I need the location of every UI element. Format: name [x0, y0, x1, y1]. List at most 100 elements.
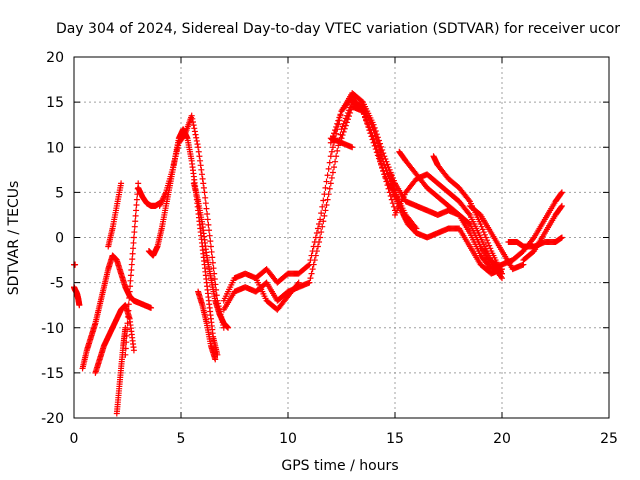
data-point: [325, 191, 332, 198]
data-point: [379, 146, 386, 153]
data-point: [481, 231, 488, 238]
data-point: [124, 313, 131, 320]
data-point: [482, 234, 489, 241]
x-tick-label: 0: [70, 431, 79, 447]
data-point: [530, 235, 537, 242]
data-point: [122, 351, 129, 358]
data-point: [369, 136, 376, 143]
data-point: [372, 128, 379, 135]
data-point: [320, 218, 327, 225]
data-point: [195, 144, 202, 151]
x-tick-label: 10: [279, 431, 297, 447]
data-point: [362, 114, 369, 121]
data-point: [294, 280, 301, 287]
data-point: [196, 153, 203, 160]
series-arc-3: [92, 302, 137, 376]
data-point: [159, 197, 166, 204]
data-point: [390, 203, 397, 210]
data-point: [485, 239, 492, 246]
data-point: [148, 304, 155, 311]
data-point: [326, 185, 333, 192]
data-point: [318, 210, 325, 217]
data-point: [132, 218, 139, 225]
data-point: [172, 153, 179, 160]
data-point: [198, 171, 205, 178]
data-point: [209, 254, 216, 261]
data-point: [378, 143, 385, 150]
y-tick-label: 15: [46, 95, 64, 111]
data-point: [206, 232, 213, 239]
data-point: [130, 347, 137, 354]
data-point: [156, 202, 163, 209]
data-point: [384, 161, 391, 168]
series-arc-25: [71, 261, 79, 268]
data-point: [201, 189, 208, 196]
data-point: [400, 212, 407, 219]
data-point: [194, 141, 201, 148]
series-arc-20: [396, 148, 505, 282]
data-point: [192, 131, 199, 138]
data-point: [320, 197, 327, 204]
data-point: [312, 252, 319, 259]
data-point: [127, 277, 134, 284]
data-point: [334, 120, 341, 127]
data-point: [189, 118, 196, 125]
data-point: [486, 242, 493, 249]
data-point: [172, 155, 179, 162]
data-point: [365, 123, 372, 130]
data-point: [370, 121, 377, 128]
data-point: [197, 157, 204, 164]
data-point: [323, 202, 330, 209]
data-point: [373, 131, 380, 138]
data-point: [190, 122, 197, 129]
data-point: [123, 339, 130, 346]
data-point: [131, 229, 138, 236]
data-point: [159, 196, 166, 203]
data-point: [380, 168, 387, 175]
data-point: [377, 158, 384, 165]
data-point: [313, 248, 320, 255]
data-point: [197, 162, 204, 169]
data-point: [199, 175, 206, 182]
data-point: [477, 220, 484, 227]
data-point: [310, 261, 317, 268]
data-point: [344, 116, 351, 123]
data-point: [207, 238, 214, 245]
series-arc-2: [79, 252, 155, 372]
data-point: [316, 220, 323, 227]
data-point: [169, 166, 176, 173]
data-point: [198, 166, 205, 173]
data-point: [364, 120, 371, 127]
data-point: [319, 223, 326, 230]
data-point: [133, 207, 140, 214]
data-point: [413, 229, 420, 236]
series-arc-7: [135, 184, 163, 209]
data-point: [171, 158, 178, 165]
data-point: [306, 279, 313, 286]
data-point: [130, 245, 137, 252]
data-point: [203, 205, 210, 212]
data-point: [347, 109, 354, 116]
data-point: [173, 150, 180, 157]
data-point: [383, 158, 390, 165]
data-point: [323, 178, 330, 185]
data-point: [363, 117, 370, 124]
data-point: [340, 128, 347, 135]
data-point: [336, 114, 343, 121]
data-point: [208, 248, 215, 255]
data-point: [202, 200, 209, 207]
data-point: [206, 227, 213, 234]
data-point: [322, 207, 329, 214]
y-tick-label: -5: [50, 276, 64, 292]
data-point: [132, 212, 139, 219]
data-point: [370, 139, 377, 146]
data-point: [128, 266, 135, 273]
data-point: [157, 201, 164, 208]
data-point: [309, 266, 316, 273]
series-arc-6: [122, 180, 142, 358]
series-arc-13: [220, 99, 420, 313]
data-point: [225, 324, 232, 331]
data-point: [374, 152, 381, 159]
data-point: [371, 142, 378, 149]
data-point: [360, 111, 367, 118]
